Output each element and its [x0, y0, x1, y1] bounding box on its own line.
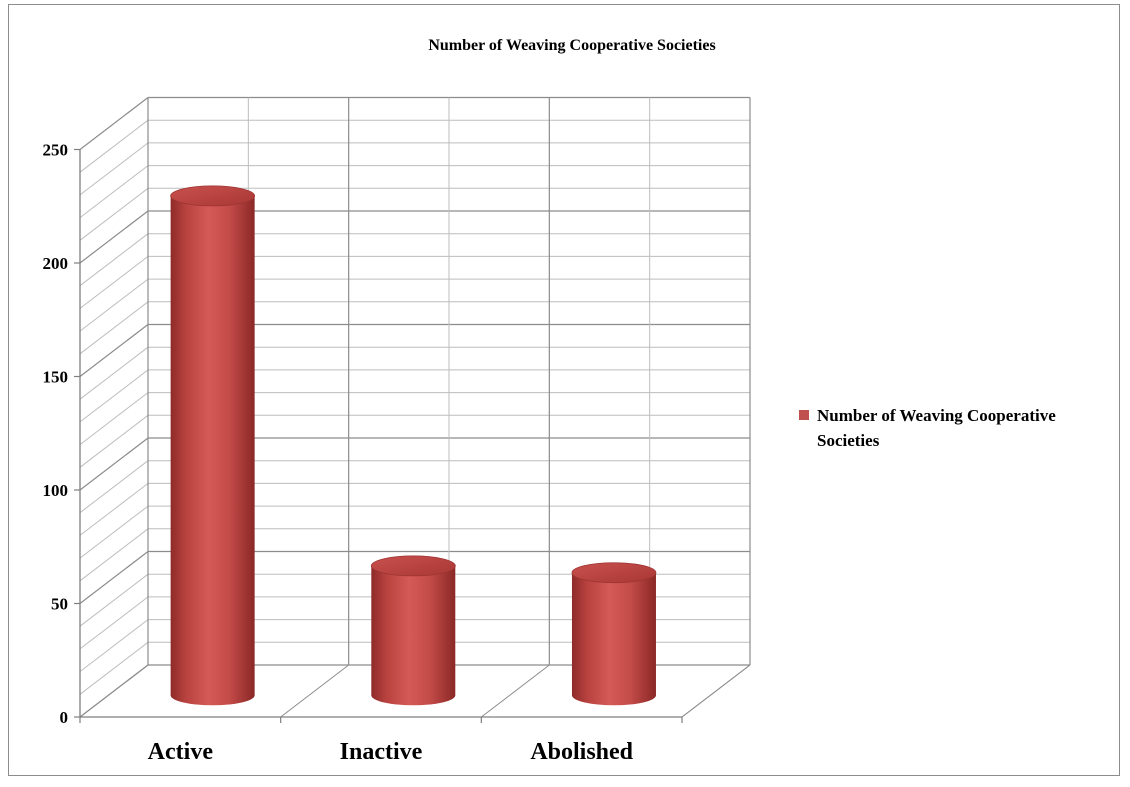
bar-active: [170, 185, 256, 706]
bar-top-cap: [170, 185, 256, 207]
x-category-label: Inactive: [340, 739, 423, 765]
bar-body: [170, 195, 255, 706]
side-gridline: [79, 528, 149, 582]
bar-layer: [170, 185, 657, 706]
y-tick-labels: 0 50 100 150 200 250: [43, 141, 69, 728]
y-tick-label: 100: [43, 481, 69, 500]
side-gridline: [79, 437, 149, 491]
legend-label-line1: Number of Weaving Cooperative: [817, 406, 1056, 425]
y-tick-label: 50: [51, 595, 68, 614]
side-gridline: [79, 573, 149, 627]
side-gridline: [79, 369, 149, 423]
bar-inactive: [370, 555, 456, 706]
legend-label-line2: Societies: [817, 431, 880, 450]
legend: Number of Weaving Cooperative Societies: [799, 406, 1056, 450]
side-gridline: [79, 483, 149, 536]
side-gridline: [79, 256, 149, 309]
floor-right-edge: [681, 664, 751, 718]
x-category-labels: Active Inactive Abolished: [148, 739, 634, 765]
side-gridline: [79, 414, 149, 468]
x-category-label: Active: [148, 739, 214, 765]
side-gridline: [79, 551, 149, 604]
side-gridline: [79, 301, 149, 355]
floor-gridline: [79, 664, 149, 718]
chart-title: Number of Weaving Cooperative Societies: [428, 37, 715, 54]
side-gridline: [79, 392, 149, 445]
side-gridline: [79, 641, 149, 695]
y-tick-label: 200: [43, 254, 69, 273]
side-gridline: [79, 346, 149, 400]
legend-swatch: [799, 410, 809, 420]
y-tick-label: 250: [43, 141, 69, 160]
side-gridline: [79, 97, 149, 150]
side-gridline: [79, 324, 149, 377]
side-gridline: [79, 505, 149, 559]
side-gridline: [79, 596, 149, 650]
y-tick-label: 150: [43, 368, 69, 387]
side-gridline: [79, 233, 149, 287]
bar-abolished: [571, 562, 657, 706]
bar-body: [371, 565, 456, 706]
axis-layer: [74, 148, 751, 723]
side-gridline: [79, 210, 149, 264]
side-gridline: [79, 119, 149, 173]
side-gridline: [79, 187, 149, 241]
floor-gridline: [280, 664, 349, 718]
bar-body: [571, 572, 656, 706]
side-gridline: [79, 619, 149, 672]
side-gridline: [79, 278, 149, 332]
y-tick-label: 0: [60, 708, 69, 727]
side-gridline: [79, 142, 149, 196]
bar-top-cap: [571, 562, 657, 584]
x-category-label: Abolished: [530, 739, 633, 765]
floor-gridline: [481, 664, 550, 718]
side-gridline: [79, 460, 149, 514]
side-gridline: [79, 165, 149, 218]
bar-top-cap: [370, 555, 456, 577]
